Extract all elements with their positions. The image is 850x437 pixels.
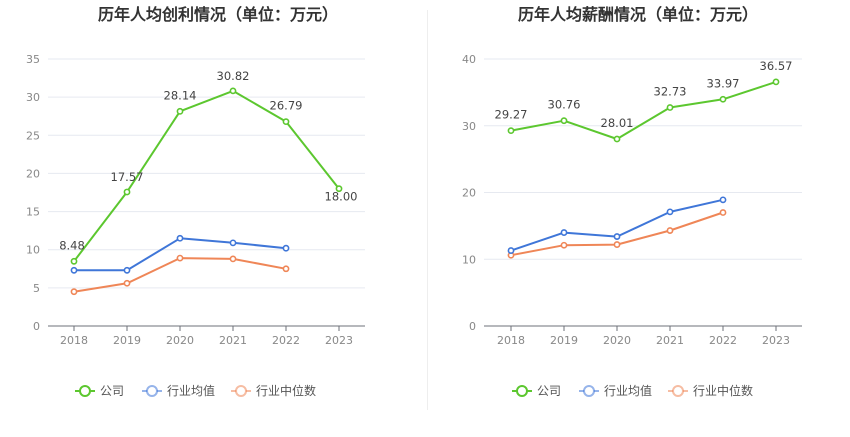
chart-1-legend-label: 行业均值	[167, 383, 215, 398]
chart-2-data-point	[666, 104, 674, 111]
chart-1-ytick-label: 25	[26, 129, 40, 142]
chart-1-series-line	[73, 257, 287, 293]
chart-1-data-point	[123, 266, 131, 274]
chart-1-title: 历年人均创利情况（单位：万元）	[98, 5, 338, 24]
chart-1-data-point	[123, 279, 131, 287]
chart-1-ytick-label: 20	[26, 167, 40, 180]
chart-2-legend-marker	[672, 385, 684, 397]
chart-2-xtick-label: 2019	[550, 334, 578, 347]
chart-2-legend-label: 公司	[537, 384, 561, 398]
chart-2-legend-marker	[583, 385, 595, 397]
chart-2-ytick-label: 0	[469, 320, 476, 333]
chart-2-data-label: 29.27	[495, 108, 528, 122]
chart-2: 历年人均薪酬情况（单位：万元） 0 10 20 30 40 2018 2019 2020 2021…	[462, 5, 802, 398]
chart-1-data-point	[229, 87, 237, 95]
chart-1-data-point	[70, 257, 78, 265]
chart-1-ytick-label: 10	[26, 244, 40, 257]
chart-2-data-point	[507, 247, 515, 254]
chart-2-data-point	[719, 209, 727, 216]
chart-2-data-label: 33.97	[707, 76, 740, 90]
chart-2-data-point	[772, 78, 780, 86]
chart-2-title: 历年人均薪酬情况（单位：万元）	[518, 5, 758, 24]
chart-2-data-label: 28.01	[601, 116, 634, 130]
panel-divider	[427, 10, 428, 410]
chart-2-data-point	[613, 241, 621, 248]
chart-2-legend-label: 行业中位数	[693, 383, 753, 398]
chart-1-series-line	[73, 89, 340, 262]
chart-2-data-label: 36.57	[760, 59, 793, 73]
chart-1-data-point	[335, 185, 343, 193]
chart-2-data-point	[719, 95, 727, 103]
chart-1-xtick-label: 2022	[272, 334, 300, 347]
chart-2-data-point	[560, 117, 568, 125]
chart-2-xtick-label: 2018	[497, 334, 525, 347]
chart-2-data-point	[719, 196, 727, 204]
chart-2-data-point	[507, 127, 515, 135]
chart-1-legend-label: 行业中位数	[256, 383, 316, 398]
chart-1-data-point	[229, 255, 237, 263]
chart-2-legend-item[interactable]: 行业中位数	[668, 383, 753, 398]
chart-2-xtick-label: 2022	[709, 334, 737, 347]
chart-2-data-point	[666, 227, 674, 234]
chart-2-ytick-label: 40	[462, 53, 476, 66]
chart-1-data-point	[176, 254, 184, 262]
chart-1: 历年人均创利情况（单位：万元） 0 5 10 15 20 25 30 35 2018 2019 202…	[26, 5, 365, 398]
chart-2-data-point	[666, 208, 674, 216]
chart-2-ytick-label: 20	[462, 187, 476, 200]
chart-1-data-label: 28.14	[164, 88, 197, 102]
chart-1-data-point	[176, 107, 184, 115]
chart-2-series-line	[510, 80, 777, 140]
chart-1-ytick-label: 0	[33, 320, 40, 333]
chart-1-data-point	[176, 234, 184, 242]
chart-2-legend-item[interactable]: 公司	[512, 384, 561, 398]
chart-2-data-label: 32.73	[654, 85, 687, 99]
chart-2-legend-marker	[516, 385, 528, 397]
chart-1-legend-item[interactable]: 行业均值	[142, 383, 215, 398]
chart-2-legend-item[interactable]: 行业均值	[579, 383, 652, 398]
chart-2-data-point	[613, 233, 621, 240]
chart-1-legend-item[interactable]: 行业中位数	[231, 383, 316, 398]
chart-1-data-label: 26.79	[270, 99, 303, 113]
chart-1-ytick-label: 30	[26, 91, 40, 104]
chart-1-legend-marker	[235, 385, 247, 397]
chart-1-ytick-label: 15	[26, 206, 40, 219]
chart-1-data-point	[70, 288, 78, 296]
chart-1-xtick-label: 2020	[166, 334, 194, 347]
chart-2-data-point	[560, 241, 568, 249]
chart-1-legend-item[interactable]: 公司	[75, 384, 124, 398]
chart-2-legend-label: 行业均值	[604, 383, 652, 398]
chart-1-data-point	[282, 244, 290, 252]
chart-1-data-label: 17.57	[111, 170, 144, 184]
chart-1-data-point	[282, 265, 290, 273]
chart-1-xtick-label: 2021	[219, 334, 247, 347]
chart-1-data-point	[70, 266, 78, 274]
chart-1-legend-marker	[146, 385, 158, 397]
chart-1-data-label: 8.48	[59, 238, 85, 252]
chart-1-data-point	[229, 239, 237, 247]
chart-1-xtick-label: 2023	[325, 334, 353, 347]
chart-1-data-label: 30.82	[217, 69, 250, 83]
chart-2-xtick-label: 2023	[762, 334, 790, 347]
chart-1-xtick-label: 2018	[60, 334, 88, 347]
chart-1-ytick-label: 5	[33, 282, 40, 295]
chart-1-xtick-label: 2019	[113, 334, 141, 347]
chart-1-ytick-label: 35	[26, 53, 40, 66]
chart-1-legend-marker	[79, 385, 91, 397]
chart-2-data-point	[560, 229, 568, 236]
chart-1-series-line	[74, 237, 287, 272]
chart-2-xtick-label: 2020	[603, 334, 631, 347]
chart-1-data-point	[123, 188, 131, 196]
chart-1-legend-label: 公司	[100, 384, 124, 398]
chart-1-data-point	[282, 118, 290, 126]
chart-1-data-label: 18.00	[325, 190, 358, 204]
chart-2-data-point	[613, 135, 621, 143]
chart-2-ytick-label: 10	[462, 253, 476, 266]
chart-2-xtick-label: 2021	[656, 334, 684, 347]
chart-2-data-label: 30.76	[548, 98, 581, 112]
chart-2-ytick-label: 30	[462, 120, 476, 133]
